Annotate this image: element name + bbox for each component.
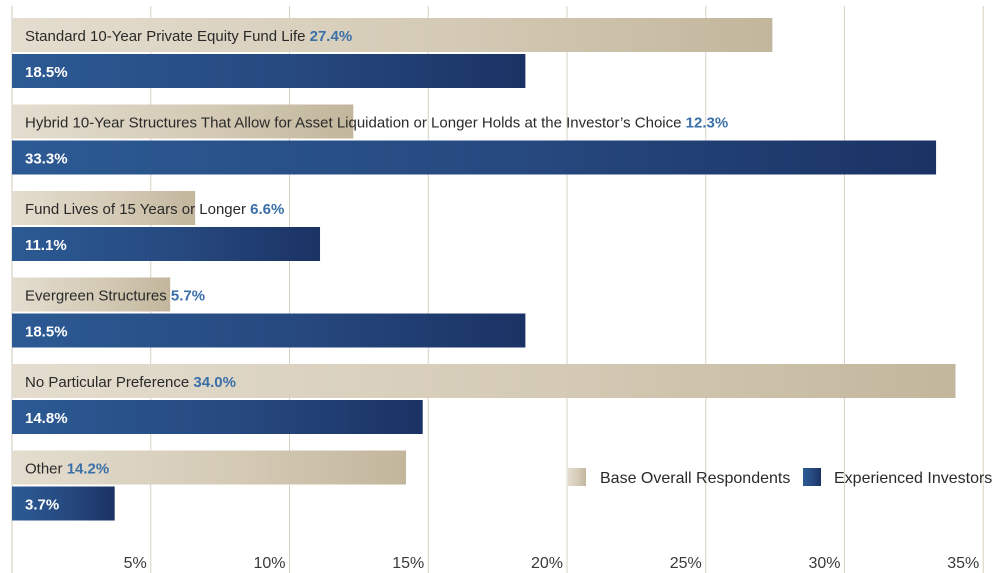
bar-labels: Standard 10-Year Private Equity Fund Lif…: [25, 28, 728, 514]
experienced-value-label: 3.7%: [25, 497, 59, 514]
bar-base-overall: [12, 450, 407, 485]
bar-base-overall: [12, 18, 773, 52]
bar-base-overall: [12, 191, 196, 225]
x-tick-label: 15%: [392, 555, 424, 572]
x-tick-label: 10%: [253, 555, 285, 572]
experienced-value-label: 18.5%: [25, 324, 68, 341]
category-name: Fund Lives of 15 Years or Longer: [25, 201, 250, 218]
legend-label-base: Base Overall Respondents: [600, 470, 790, 487]
legend-swatch-experienced: [803, 468, 821, 486]
x-tick-label: 20%: [531, 555, 563, 572]
legend: Base Overall Respondents Experienced Inve…: [568, 468, 992, 487]
category-name: Hybrid 10-Year Structures That Allow for…: [25, 115, 686, 132]
category-label: Fund Lives of 15 Years or Longer 6.6%: [25, 201, 284, 218]
category-name: Standard 10-Year Private Equity Fund Lif…: [25, 28, 310, 45]
category-label: No Particular Preference 34.0%: [25, 374, 236, 391]
x-tick-label: 30%: [808, 555, 840, 572]
category-label: Evergreen Structures 5.7%: [25, 288, 205, 305]
x-tick-label: 35%: [947, 555, 979, 572]
x-axis-ticks: 5% 10% 15% 20% 25% 30% 35%: [124, 555, 980, 572]
category-label: Standard 10-Year Private Equity Fund Lif…: [25, 28, 352, 45]
base-value-label: 27.4%: [310, 28, 353, 45]
legend-label-experienced: Experienced Investors: [834, 470, 992, 487]
bar-base-overall: [12, 364, 956, 398]
experienced-value-label: 11.1%: [25, 237, 67, 254]
category-label: Other 14.2%: [25, 461, 109, 478]
bar-experienced-investors: [12, 486, 115, 521]
bar-experienced-investors: [12, 400, 423, 434]
experienced-value-label: 18.5%: [25, 64, 68, 81]
base-value-label: 12.3%: [686, 115, 729, 132]
category-name: Evergreen Structures: [25, 288, 171, 305]
bar-experienced-investors: [12, 313, 526, 348]
bar-experienced-investors: [12, 54, 526, 88]
base-value-label: 6.6%: [250, 201, 284, 218]
bars: [12, 18, 956, 521]
category-name: No Particular Preference: [25, 374, 193, 391]
base-value-label: 14.2%: [67, 461, 110, 478]
category-name: Other: [25, 461, 67, 478]
x-tick-label: 5%: [124, 555, 147, 572]
bar-base-overall: [12, 104, 354, 139]
base-value-label: 5.7%: [171, 288, 205, 305]
gridlines: [11, 6, 984, 573]
experienced-value-label: 33.3%: [25, 151, 68, 168]
legend-swatch-base: [568, 468, 586, 486]
bar-experienced-investors: [12, 140, 937, 175]
bar-experienced-investors: [12, 227, 321, 261]
base-value-label: 34.0%: [193, 374, 236, 391]
bar-base-overall: [12, 277, 171, 312]
category-label: Hybrid 10-Year Structures That Allow for…: [25, 115, 728, 132]
experienced-value-label: 14.8%: [25, 410, 68, 427]
x-tick-label: 25%: [670, 555, 702, 572]
